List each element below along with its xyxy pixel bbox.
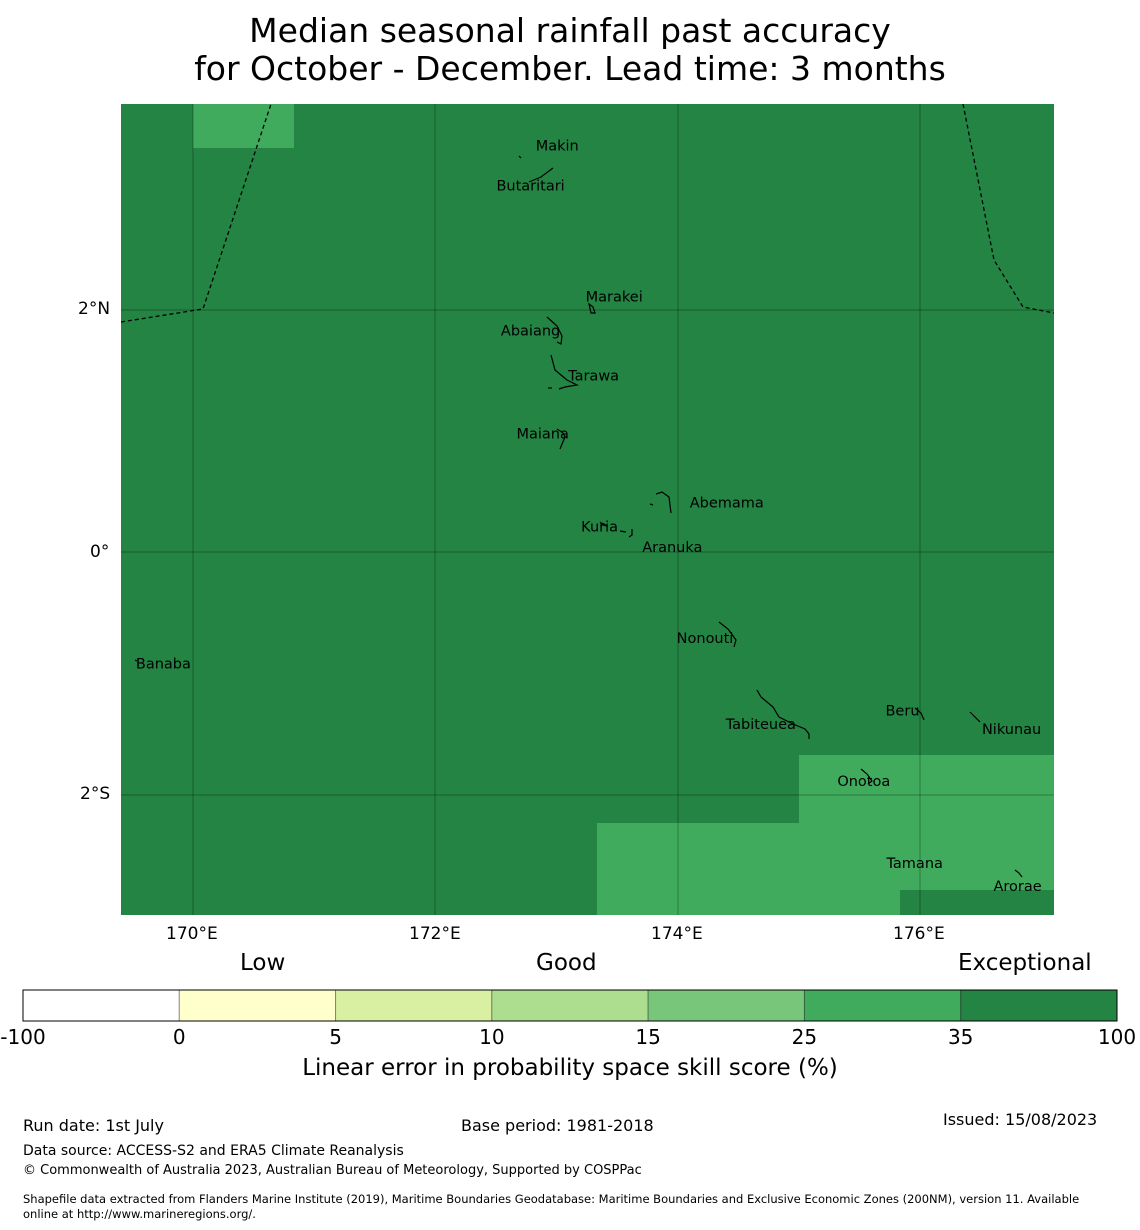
- place-label-abaiang: Abaiang: [501, 324, 560, 340]
- place-label-abemama: Abemama: [690, 495, 764, 511]
- island-outlines: [134, 155, 1023, 878]
- lon-tick-label: 174°E: [651, 924, 703, 944]
- colorbar-category-good: Good: [536, 950, 597, 976]
- place-label-beru: Beru: [885, 704, 919, 720]
- place-label-makin: Makin: [536, 138, 579, 154]
- colorbar-tick-label: 25: [791, 1025, 818, 1049]
- cell-25-35-southeast-c: [799, 890, 900, 915]
- place-label-nonouti: Nonouti: [677, 631, 734, 647]
- map-title-line2: for October - December. Lead time: 3 mon…: [194, 49, 946, 88]
- place-label-arorae: Arorae: [993, 879, 1041, 895]
- place-label-kuria: Kuria: [581, 520, 618, 536]
- colorbar-tick-label: 15: [635, 1025, 661, 1049]
- shapefile-credit-line1: Shapefile data extracted from Flanders M…: [23, 1192, 1080, 1206]
- gridlines: [121, 104, 1054, 915]
- data-source: Data source: ACCESS-S2 and ERA5 Climate …: [23, 1143, 404, 1159]
- colorbar-tick-label: -100: [0, 1025, 46, 1049]
- place-label-nikunau: Nikunau: [982, 722, 1041, 738]
- copyright: © Commonwealth of Australia 2023, Austra…: [23, 1163, 642, 1178]
- run-date: Run date: 1st July: [23, 1116, 164, 1135]
- place-label-aranuka: Aranuka: [642, 540, 702, 556]
- base-period: Base period: 1981-2018: [461, 1116, 654, 1135]
- lat-tick-label: 0°: [90, 542, 110, 562]
- lon-tick-label: 172°E: [409, 924, 461, 944]
- place-label-tarawa: Tarawa: [567, 368, 619, 384]
- place-label-banaba: Banaba: [136, 656, 191, 672]
- lat-tick-label: 2°S: [80, 784, 111, 804]
- place-label-tamana: Tamana: [885, 856, 942, 872]
- map-title-line1: Median seasonal rainfall past accuracy: [249, 11, 891, 50]
- place-label-onotoa: Onotoa: [837, 774, 890, 790]
- colorbar-swatch: [178, 989, 337, 1022]
- colorbar-swatch: [803, 989, 962, 1022]
- colorbar-swatch: [647, 989, 805, 1022]
- colorbar-swatch: [491, 989, 649, 1022]
- place-label-butaritari: Butaritari: [496, 178, 564, 194]
- skill-map: Makin Butaritari Marakei Abaiang Tarawa Maian…: [121, 104, 1054, 915]
- issued-date: Issued: 15/08/2023: [943, 1110, 1098, 1129]
- lon-tick-label: 170°E: [166, 924, 218, 944]
- lon-tick-label: 176°E: [893, 924, 945, 944]
- colorbar-category-low: Low: [240, 950, 286, 976]
- place-labels: Makin Butaritari Marakei Abaiang Tarawa Maian…: [136, 138, 1042, 895]
- colorbar-label: Linear error in probability space skill …: [302, 1055, 838, 1081]
- colorbar-swatch: [960, 989, 1118, 1022]
- place-label-marakei: Marakei: [586, 290, 643, 306]
- colorbar-swatch: [22, 989, 180, 1022]
- cell-25-35-northwest: [193, 104, 294, 148]
- colorbar-tick-label: 5: [329, 1025, 342, 1049]
- colorbar-tick-label: 100: [1097, 1025, 1137, 1049]
- colorbar-tick-label: 10: [479, 1025, 505, 1049]
- eez-boundaries: [121, 104, 1054, 323]
- place-label-tabiteuea: Tabiteuea: [725, 717, 796, 733]
- lat-tick-label: 2°N: [78, 299, 111, 319]
- colorbar-category-exceptional: Exceptional: [958, 950, 1092, 976]
- colorbar-swatch: [335, 989, 493, 1022]
- shapefile-credit-line2: online at http://www.marineregions.org/.: [23, 1207, 256, 1221]
- colorbar: [22, 989, 1118, 1022]
- colorbar-tick-label: 0: [172, 1025, 186, 1049]
- place-label-maiana: Maiana: [517, 427, 569, 443]
- colorbar-tick-label: 35: [947, 1025, 974, 1049]
